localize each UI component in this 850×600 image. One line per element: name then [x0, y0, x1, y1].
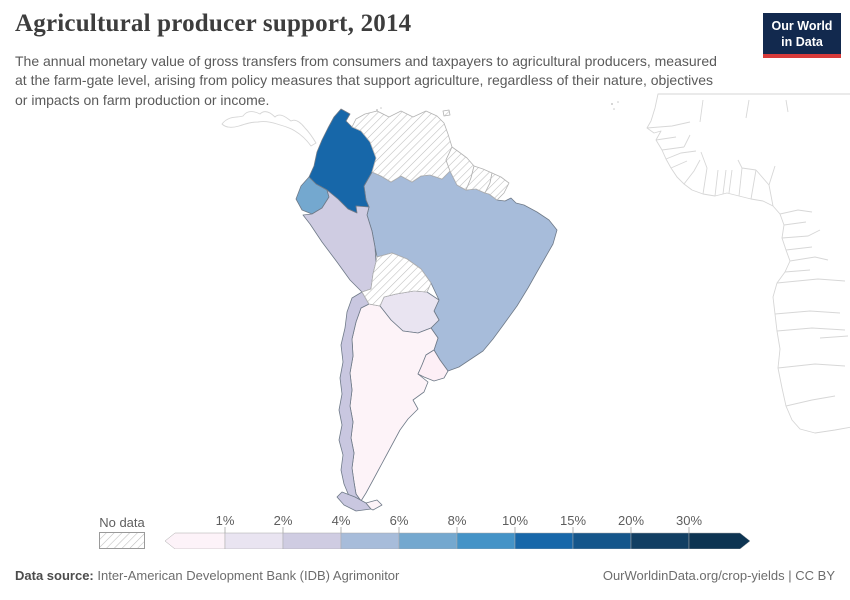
legend-tick-label: 10%	[501, 513, 529, 528]
legend-tick-label: 30%	[675, 513, 703, 528]
atlantic-islet	[617, 101, 619, 103]
legend-tick-label: 8%	[447, 513, 467, 528]
page-title: Agricultural producer support, 2014	[15, 10, 412, 37]
country-chile-tierra-del-fuego[interactable]	[336, 491, 372, 512]
legend-bin-0[interactable]	[165, 532, 226, 549]
legend-bin-2[interactable]	[282, 532, 342, 549]
atlantic-islet	[613, 108, 615, 110]
country-uruguay[interactable]	[417, 349, 449, 382]
country-french-guiana[interactable]	[484, 172, 510, 201]
legend-bin-3[interactable]	[340, 532, 400, 549]
central-america-outline	[221, 111, 317, 147]
africa-country-borders	[646, 99, 849, 407]
africa-outline	[646, 93, 850, 434]
legend-no-data-label: No data	[99, 515, 145, 530]
caribbean-islet	[376, 109, 378, 111]
legend-tick-label: 6%	[389, 513, 409, 528]
legend-bin-4[interactable]	[398, 532, 458, 549]
legend-tick-label: 20%	[617, 513, 645, 528]
legend-bin-5[interactable]	[456, 532, 516, 549]
legend-bin-8[interactable]	[630, 532, 690, 549]
country-bolivia[interactable]	[361, 252, 432, 307]
caribbean-islet	[380, 107, 382, 109]
legend-no-data-swatch[interactable]	[99, 532, 145, 549]
legend-bin-1[interactable]	[224, 532, 284, 549]
legend-tick-label: 1%	[215, 513, 235, 528]
chart-footer: Data source: Inter-American Development …	[15, 568, 835, 583]
legend-bin-6[interactable]	[514, 532, 574, 549]
owid-logo-line1: Our World	[771, 19, 833, 33]
map-legend: No data 1% 2% 4% 6% 8% 10% 15% 20% 30%	[0, 513, 850, 557]
owid-url-license[interactable]: OurWorldinData.org/crop-yields | CC BY	[602, 568, 835, 583]
legend-tick-label: 2%	[273, 513, 293, 528]
legend-tick-label: 15%	[559, 513, 587, 528]
atlantic-islet	[611, 103, 613, 105]
data-source: Data source: Inter-American Development …	[15, 568, 399, 583]
country-argentina-tierra-del-fuego[interactable]	[365, 499, 383, 511]
owid-logo[interactable]: Our World in Data	[763, 13, 841, 58]
legend-tick-label: 4%	[331, 513, 351, 528]
country-argentina[interactable]	[349, 303, 439, 502]
chart-subtitle: The annual monetary value of gross trans…	[15, 53, 717, 108]
legend-bin-7[interactable]	[572, 532, 632, 549]
country-trinidad[interactable]	[442, 109, 451, 117]
data-source-text: Inter-American Development Bank (IDB) Ag…	[93, 568, 400, 583]
owid-logo-line2: in Data	[781, 35, 823, 50]
legend-bin-9[interactable]	[688, 532, 750, 549]
legend-color-bar	[165, 527, 750, 549]
data-source-label: Data source:	[15, 568, 94, 583]
